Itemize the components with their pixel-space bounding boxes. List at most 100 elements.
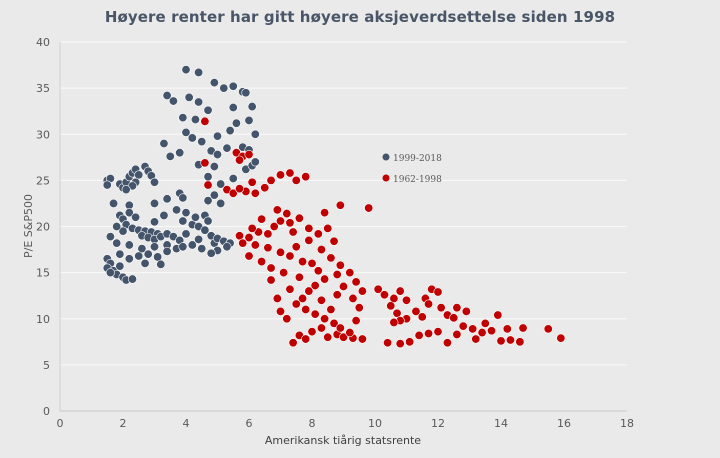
data-point <box>213 131 223 141</box>
data-point <box>301 334 311 344</box>
y-tick-label: 20 <box>36 221 50 234</box>
chart-title: Høyere renter har gitt høyere aksjeverds… <box>104 8 616 26</box>
data-point <box>275 216 285 226</box>
data-point <box>452 303 462 313</box>
data-point <box>301 305 311 315</box>
data-point <box>247 102 257 112</box>
data-point <box>127 274 137 284</box>
data-point <box>219 83 229 93</box>
x-tick-label: 16 <box>557 417 571 430</box>
data-point <box>345 268 355 278</box>
data-point <box>285 218 295 228</box>
data-point <box>105 232 115 242</box>
data-point <box>335 260 345 270</box>
data-point <box>150 217 160 227</box>
x-tick-label: 12 <box>431 417 445 430</box>
data-point <box>231 118 241 128</box>
data-point <box>304 286 314 296</box>
data-point <box>181 208 191 218</box>
x-tick-label: 2 <box>120 417 127 430</box>
data-point <box>285 284 295 294</box>
data-point <box>338 281 348 291</box>
data-point <box>329 318 339 328</box>
data-point <box>118 226 128 236</box>
data-point <box>178 193 188 203</box>
data-point <box>505 335 515 345</box>
data-point <box>181 229 191 239</box>
data-point <box>131 212 141 222</box>
data-point <box>471 334 481 344</box>
legend-label-1999-2018: 1999-2018 <box>393 154 442 164</box>
data-point <box>395 339 405 349</box>
data-point <box>433 287 443 297</box>
y-tick-label: 0 <box>43 405 50 418</box>
data-point <box>197 244 207 254</box>
x-axis-ticks: 0 2 4 6 8 10 12 14 16 18 <box>57 417 635 430</box>
data-point <box>263 243 273 253</box>
data-point <box>178 113 188 123</box>
data-point <box>335 323 345 333</box>
data-point <box>216 198 226 208</box>
y-tick-label: 35 <box>36 82 50 95</box>
data-point <box>386 301 396 311</box>
data-point <box>269 222 279 232</box>
data-point <box>228 102 238 112</box>
data-point <box>395 286 405 296</box>
data-point <box>178 216 188 226</box>
data-point <box>316 245 326 255</box>
data-point <box>357 286 367 296</box>
data-point <box>247 223 257 233</box>
x-axis-label: Amerikansk tiårig statsrente <box>265 434 421 447</box>
x-tick-label: 8 <box>309 417 316 430</box>
data-point <box>323 223 333 233</box>
gridlines <box>59 41 627 412</box>
data-point <box>493 310 503 320</box>
data-point <box>461 306 471 316</box>
data-point <box>401 295 411 305</box>
data-point <box>515 337 525 347</box>
data-point <box>310 281 320 291</box>
data-point <box>200 225 210 235</box>
data-point <box>247 177 257 187</box>
x-tick-label: 4 <box>183 417 190 430</box>
data-point <box>250 129 260 139</box>
data-point <box>405 337 415 347</box>
data-point <box>288 338 298 348</box>
data-point <box>348 293 358 303</box>
data-point <box>162 194 172 204</box>
data-point <box>424 299 434 309</box>
data-point <box>143 249 153 259</box>
data-point <box>304 235 314 245</box>
data-point <box>150 198 160 208</box>
data-point <box>257 257 267 267</box>
data-point <box>310 309 320 319</box>
data-point <box>320 274 330 284</box>
y-axis-ticks: 0 5 10 15 20 25 30 35 40 <box>36 36 50 418</box>
data-point <box>250 157 260 167</box>
data-point <box>162 246 172 256</box>
data-point <box>543 324 553 334</box>
data-point <box>288 227 298 237</box>
data-point <box>414 330 424 340</box>
data-point <box>165 151 175 161</box>
data-point <box>263 229 273 239</box>
data-point <box>187 133 197 143</box>
y-axis-label: P/E S&P500 <box>22 194 35 258</box>
data-point <box>449 313 459 323</box>
data-point <box>203 216 213 226</box>
data-point <box>417 312 427 322</box>
data-point <box>301 172 311 182</box>
data-point <box>332 269 342 279</box>
data-point <box>105 268 115 278</box>
data-point <box>200 158 210 168</box>
y-tick-label: 5 <box>43 359 50 372</box>
legend: 1999-2018 1962-1998 <box>382 153 442 185</box>
data-point <box>197 137 207 147</box>
data-point <box>203 180 213 190</box>
data-point <box>187 240 197 250</box>
data-point <box>124 254 134 264</box>
data-point <box>102 180 112 190</box>
data-point <box>458 321 468 331</box>
data-point <box>175 148 185 158</box>
